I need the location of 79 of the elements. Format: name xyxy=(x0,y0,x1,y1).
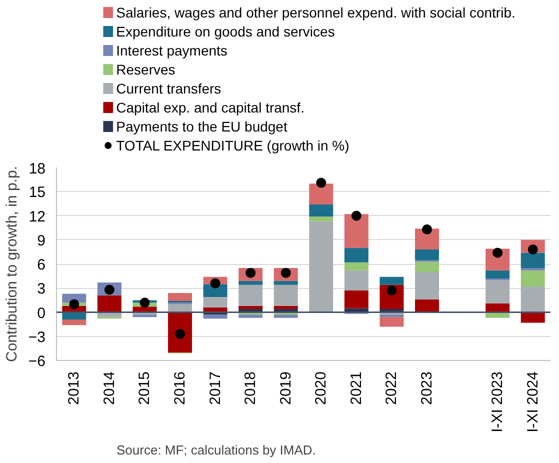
bar xyxy=(380,314,404,318)
bar xyxy=(415,262,439,272)
legend-label: Reserves xyxy=(116,62,176,78)
bar xyxy=(309,184,334,204)
bar xyxy=(238,306,263,310)
bar xyxy=(415,272,439,300)
bar xyxy=(344,290,368,308)
point xyxy=(69,299,80,310)
y-tick-label: 9 xyxy=(37,232,46,250)
bar xyxy=(203,284,228,297)
bar xyxy=(486,313,510,318)
bar xyxy=(486,270,510,278)
bar xyxy=(309,221,334,312)
x-tick-label: 2016 xyxy=(172,371,188,405)
bar xyxy=(309,204,334,217)
bar xyxy=(62,319,86,326)
point xyxy=(210,278,220,288)
bar xyxy=(238,284,263,306)
legend-label: Interest payments xyxy=(116,42,228,58)
bar xyxy=(344,270,368,291)
legend-label: Salaries, wages and other personnel expend. with social contrib. xyxy=(116,4,516,20)
x-tick-label: 2017 xyxy=(206,371,224,405)
bar xyxy=(415,228,439,250)
bar xyxy=(132,314,157,318)
bar xyxy=(274,284,298,306)
y-tick-label: −3 xyxy=(28,328,46,346)
bar xyxy=(486,280,510,304)
x-tick-label: 2023 xyxy=(418,371,436,405)
bar xyxy=(97,295,122,312)
bar xyxy=(344,262,368,270)
y-tick-label: 6 xyxy=(37,256,46,274)
x-tick-label: 2018 xyxy=(242,371,260,405)
legend-label: Capital exp. and capital transf. xyxy=(116,100,304,116)
y-tick-label: 12 xyxy=(28,208,46,226)
legend-label: TOTAL EXPENDITURE (growth in %) xyxy=(116,138,350,154)
y-tick-label: 3 xyxy=(37,280,46,298)
legend-label: Payments to the EU budget xyxy=(116,118,288,134)
bar xyxy=(274,314,298,318)
x-tick-label: 2021 xyxy=(348,371,365,405)
bar xyxy=(415,299,439,312)
bar xyxy=(203,314,228,319)
point xyxy=(422,224,432,234)
bar xyxy=(520,312,545,323)
bar xyxy=(415,250,439,260)
point xyxy=(351,210,362,221)
y-tick-label: 18 xyxy=(28,160,46,178)
bar xyxy=(238,280,263,285)
legend-label: Current transfers xyxy=(116,80,222,96)
x-tick-label: I-XI 2024 xyxy=(524,371,542,432)
source-note: Source: MF; calculations by IMAD. xyxy=(116,442,316,458)
x-tick-label: 2020 xyxy=(312,371,330,405)
bar xyxy=(238,314,263,318)
bar xyxy=(274,280,298,285)
point xyxy=(316,178,326,188)
x-tick-label: 2013 xyxy=(66,371,83,405)
bar xyxy=(344,248,368,262)
bar xyxy=(520,286,545,312)
point xyxy=(492,248,503,258)
bar xyxy=(168,292,192,301)
x-tick-label: 2015 xyxy=(136,371,154,405)
y-tick-label: 15 xyxy=(28,184,46,202)
bar xyxy=(274,306,298,310)
bar xyxy=(380,276,404,285)
y-tick-label: −6 xyxy=(28,353,46,370)
bar xyxy=(309,216,334,222)
y-axis-title: Contribution to growth, in p.p. xyxy=(3,166,20,362)
point xyxy=(140,298,150,308)
x-tick-label: I-XI 2023 xyxy=(489,371,506,432)
y-tick-label: 0 xyxy=(37,304,46,322)
x-tick-label: 2019 xyxy=(277,371,294,405)
point xyxy=(386,286,397,296)
bar xyxy=(380,317,404,327)
x-tick-label: 2014 xyxy=(100,371,118,405)
legend-label: Expenditure on goods and services xyxy=(116,24,335,40)
x-tick-label: 2022 xyxy=(383,371,400,405)
bar xyxy=(520,252,545,268)
bar xyxy=(203,296,228,308)
bar xyxy=(520,270,545,287)
bar xyxy=(344,214,368,248)
